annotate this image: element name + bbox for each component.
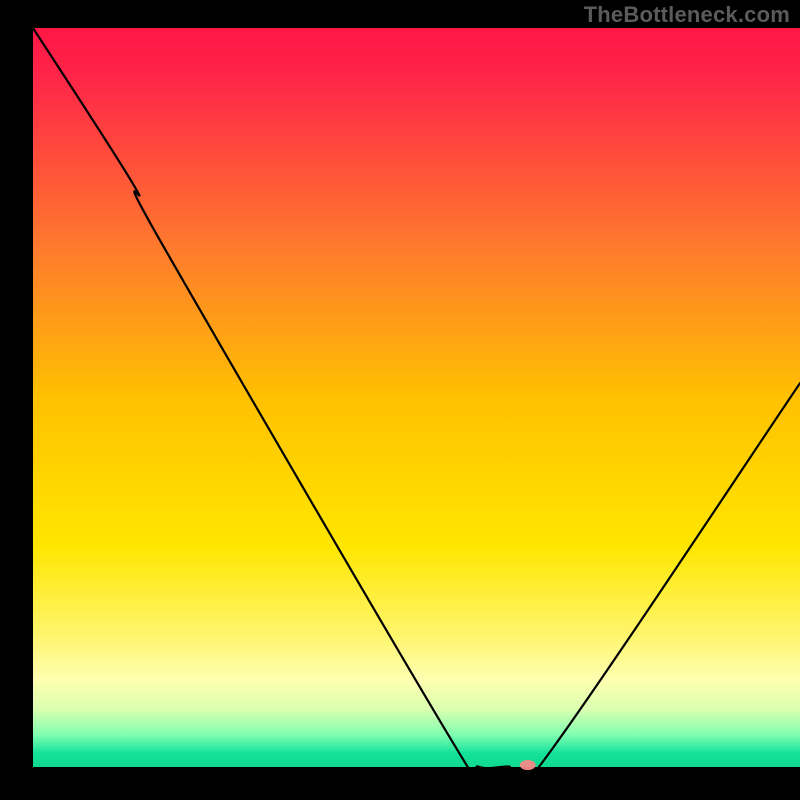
watermark-text: TheBottleneck.com xyxy=(584,2,790,28)
optimal-point-marker xyxy=(520,760,536,770)
plot-background xyxy=(33,28,800,768)
bottleneck-chart xyxy=(0,0,800,800)
chart-stage xyxy=(0,0,800,800)
